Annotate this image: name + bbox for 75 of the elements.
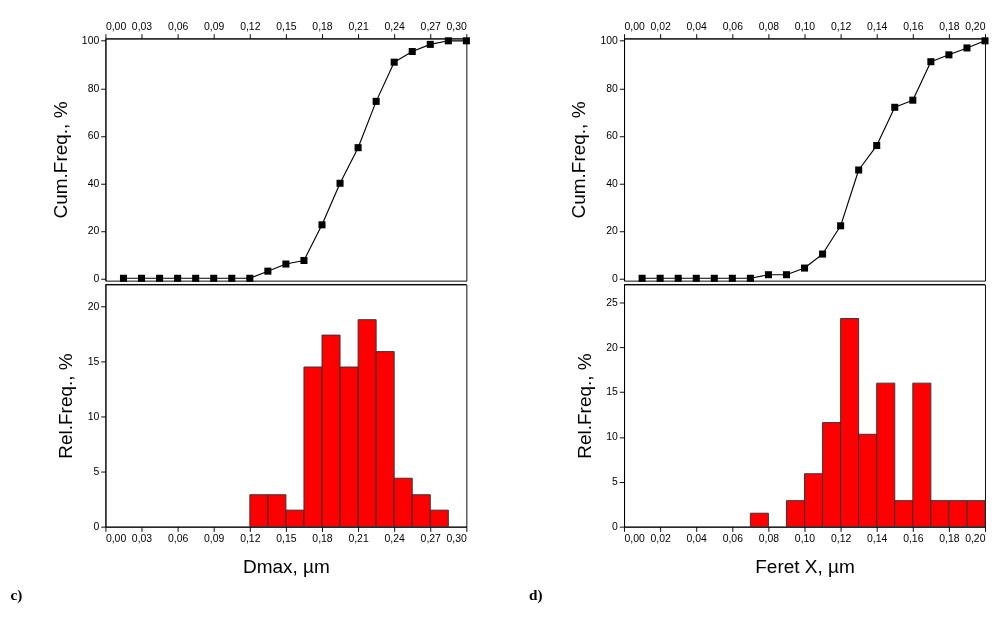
y-tick-label: 20 (87, 225, 100, 237)
x2-tick-label: 0,02 (650, 21, 671, 33)
y-tick-label: 10 (606, 431, 619, 443)
x-tick-label: 0,12 (830, 533, 852, 545)
x-tick-label: 0,21 (348, 533, 369, 545)
y-tick-label: 15 (87, 355, 100, 367)
y-tick-label: 20 (606, 341, 619, 353)
y-tick-label: 80 (87, 82, 100, 94)
y-axis-title: Cum.Freq., % (568, 101, 590, 219)
x-tick-label: 0,09 (204, 533, 225, 545)
y-tick-label: 60 (87, 130, 100, 142)
y-tick-label: 25 (606, 296, 619, 308)
y-tick-label: 0 (612, 520, 619, 532)
x-tick-label: 0,10 (794, 533, 816, 545)
x-tick-label: 0,15 (276, 533, 297, 545)
x-tick-label: 0,16 (903, 533, 924, 545)
y-axis-title: Rel.Freq., % (574, 353, 596, 459)
x2-tick-label: 0,00 (105, 21, 127, 33)
x-tick-label: 0,20 (965, 533, 986, 545)
y-tick-label: 100 (81, 35, 100, 47)
x2-tick-label: 0,10 (794, 21, 816, 33)
text: c) (10, 585, 23, 604)
x-tick-label: 0,24 (384, 533, 406, 545)
x2-tick-label: 0,15 (276, 21, 297, 33)
x2-tick-label: 0,21 (348, 21, 369, 33)
x2-tick-label: 0,20 (965, 21, 986, 33)
y-tick-label: 80 (606, 82, 619, 94)
x2-tick-label: 0,12 (830, 21, 852, 33)
x-tick-label: 0,27 (420, 533, 442, 545)
y-tick-label: 15 (606, 386, 619, 398)
x-axis-title: Feret X, µm (755, 555, 855, 577)
x2-tick-label: 0,06 (722, 21, 744, 33)
x2-tick-label: 0,09 (204, 21, 225, 33)
y-tick-label: 10 (87, 410, 100, 422)
x-tick-label: 0,18 (939, 533, 960, 545)
x2-tick-label: 0,06 (167, 21, 189, 33)
y-axis-title: Cum.Freq., % (49, 101, 71, 219)
x-tick-label: 0,18 (312, 533, 333, 545)
y-tick-label: 20 (606, 225, 619, 237)
x-tick-label: 0,06 (722, 533, 744, 545)
x-tick-label: 0,12 (240, 533, 261, 545)
x-tick-label: 0,02 (650, 533, 671, 545)
x-tick-label: 0,08 (758, 533, 780, 545)
y-tick-label: 0 (93, 272, 100, 284)
y-tick-label: 100 (600, 35, 619, 47)
x2-tick-label: 0,30 (446, 21, 468, 33)
y-tick-label: 5 (612, 476, 619, 488)
x2-tick-label: 0,16 (903, 21, 924, 33)
x-tick-label: 0,03 (131, 533, 153, 545)
x2-tick-label: 0,12 (240, 21, 261, 33)
text: d) (529, 585, 543, 604)
x-tick-label: 0,14 (867, 533, 888, 545)
y-tick-label: 40 (87, 177, 100, 189)
x2-tick-label: 0,04 (686, 21, 708, 33)
y-tick-label: 60 (606, 130, 619, 142)
y-tick-label: 40 (606, 177, 619, 189)
x-tick-label: 0,04 (686, 533, 708, 545)
y-tick-label: 0 (612, 272, 619, 284)
x-tick-label: 0,06 (167, 533, 189, 545)
x-tick-label: 0,30 (446, 533, 468, 545)
x2-tick-label: 0,03 (131, 21, 153, 33)
y-tick-label: 5 (93, 465, 100, 477)
x2-tick-label: 0,00 (624, 21, 646, 33)
x2-tick-label: 0,24 (384, 21, 406, 33)
y-axis-title: Rel.Freq., % (55, 353, 77, 459)
x2-tick-label: 0,18 (939, 21, 960, 33)
x-tick-label: 0,00 (624, 533, 646, 545)
x2-tick-label: 0,18 (312, 21, 333, 33)
y-tick-label: 20 (87, 300, 100, 312)
x2-tick-label: 0,14 (867, 21, 888, 33)
x-axis-title: Dmax, µm (242, 555, 330, 577)
x-tick-label: 0,00 (105, 533, 127, 545)
y-tick-label: 0 (93, 520, 100, 532)
x2-tick-label: 0,08 (758, 21, 780, 33)
x2-tick-label: 0,27 (420, 21, 442, 33)
